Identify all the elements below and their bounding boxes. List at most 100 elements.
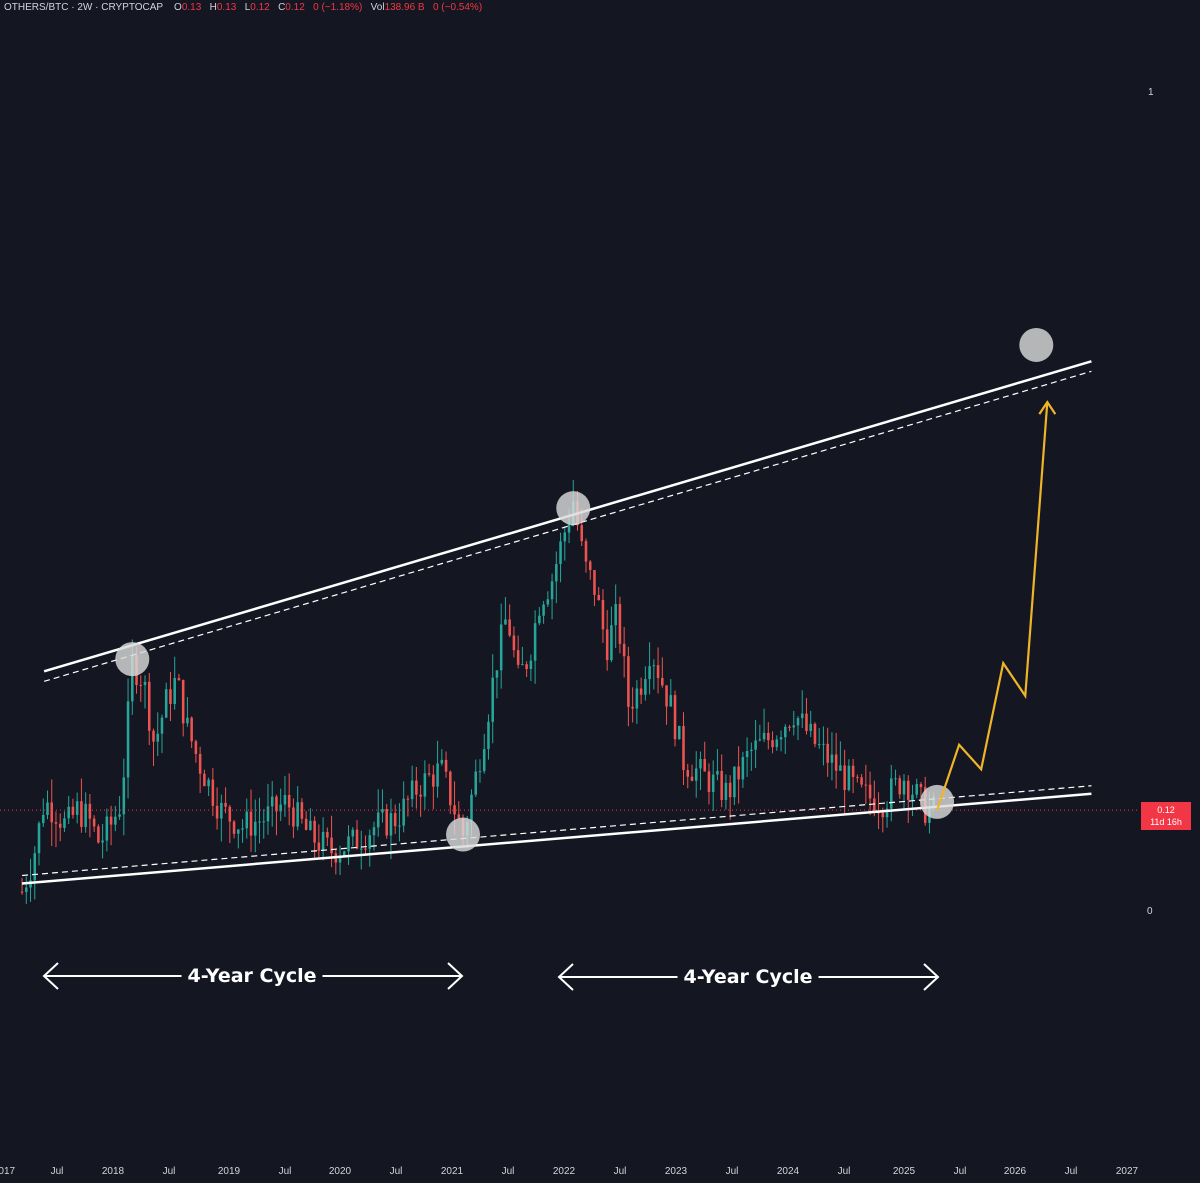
candle-body — [393, 813, 397, 827]
candle-body — [25, 887, 28, 892]
candle-body — [300, 802, 304, 819]
candle-body — [118, 814, 121, 817]
candle-body — [224, 802, 227, 807]
open-value: 0.13 — [181, 2, 202, 13]
candle-body — [355, 829, 359, 849]
candle-body — [750, 749, 753, 752]
candle-body — [92, 818, 96, 827]
candle-body — [152, 730, 155, 742]
candle-body — [610, 625, 613, 661]
x-tick-label: 2024 — [776, 1166, 800, 1177]
candle-body — [406, 798, 410, 800]
candle-body — [631, 706, 634, 709]
candle-body — [470, 794, 473, 822]
candle-body — [758, 739, 762, 741]
candle-body — [50, 802, 54, 823]
candle-body — [771, 740, 774, 748]
candle-body — [211, 779, 215, 806]
candle-body — [160, 717, 164, 734]
candle-body — [440, 759, 444, 764]
candle-body — [652, 665, 656, 667]
candle-body — [237, 829, 240, 834]
candle-body — [245, 811, 249, 829]
candle-body — [20, 891, 24, 893]
candle-body — [169, 689, 172, 704]
candle-body — [457, 814, 461, 819]
price-axis-bottom-label: 0 — [1147, 906, 1153, 917]
candle-body — [449, 771, 452, 806]
candle-body — [567, 523, 571, 533]
candle-body — [499, 624, 503, 671]
change-value: 0 (−1.18%) — [313, 2, 363, 13]
candle-body — [792, 725, 796, 728]
candle-body — [851, 765, 855, 777]
touch-point-circle — [920, 784, 955, 819]
candle-body — [101, 840, 104, 843]
candle-body — [495, 670, 499, 678]
candle-body — [733, 766, 736, 798]
candle-body — [359, 848, 363, 850]
candle-body — [215, 805, 219, 819]
candle-body — [436, 763, 439, 787]
symbol-legend: OTHERS/BTC · 2W · CRYPTOCAP O0.13 H0.13 … — [4, 2, 482, 13]
candle-body — [504, 619, 507, 625]
x-tick-label: Jul — [50, 1166, 64, 1177]
candle-body — [656, 665, 660, 678]
volume-change-value: 0 (−0.54%) — [432, 2, 483, 13]
candle-body — [343, 851, 346, 856]
candle-body — [207, 779, 210, 787]
open-label: O — [174, 2, 182, 13]
high-label: H — [209, 2, 217, 13]
x-tick-label: 2026 — [1003, 1166, 1027, 1177]
candle-body — [313, 820, 316, 843]
candle-body — [690, 776, 694, 781]
candle-body — [597, 594, 600, 600]
x-tick-label: 2023 — [664, 1166, 688, 1177]
x-tick-label: Jul — [278, 1166, 292, 1177]
candle-body — [491, 677, 494, 722]
candle-body — [198, 753, 202, 774]
candle-body — [71, 806, 75, 815]
candle-body — [67, 806, 70, 819]
candle-body — [262, 821, 266, 823]
candle-body — [525, 664, 528, 670]
candle-body — [809, 723, 812, 731]
candle-body — [737, 766, 740, 780]
low-label: L — [244, 2, 251, 13]
candle-body — [538, 615, 541, 624]
x-tick-label: Jul — [837, 1166, 851, 1177]
candle-body — [253, 821, 257, 836]
candle-body — [126, 701, 130, 778]
candle-body — [54, 822, 58, 824]
candle-body — [682, 726, 685, 771]
candle-body — [296, 802, 299, 827]
candle-body — [190, 717, 193, 742]
candle-body — [321, 831, 325, 851]
candle-body — [563, 532, 567, 542]
close-value: 0.12 — [285, 2, 305, 13]
candle-body — [639, 688, 643, 695]
candle-body — [427, 773, 431, 775]
candle-body — [542, 604, 545, 616]
candle-body — [678, 726, 681, 740]
candle-body — [864, 784, 868, 786]
candle-body — [605, 629, 609, 661]
candle-body — [131, 655, 134, 702]
last-price-tag: 0.12 11d 16h — [1141, 802, 1191, 830]
candle-body — [487, 721, 490, 750]
candle-body — [805, 713, 808, 731]
candle-body — [516, 650, 520, 665]
candle-body — [860, 777, 863, 785]
candle-body — [843, 765, 846, 791]
candle-body — [347, 836, 350, 852]
candle-body — [779, 737, 783, 740]
price-axis-top-label: 1 — [1148, 87, 1154, 98]
candle-body — [304, 818, 308, 830]
candle-body — [279, 804, 282, 812]
candle-body — [326, 831, 329, 838]
candle-body — [559, 541, 562, 565]
candle-body — [555, 564, 558, 582]
projection-path — [936, 401, 1049, 811]
candle-body — [775, 739, 779, 748]
